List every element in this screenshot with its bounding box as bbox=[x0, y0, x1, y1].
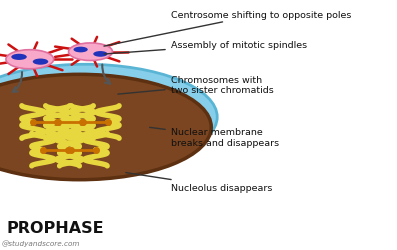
Text: Nuclear membrane
breaks and disappears: Nuclear membrane breaks and disappears bbox=[150, 128, 279, 147]
Ellipse shape bbox=[0, 76, 182, 149]
Ellipse shape bbox=[0, 75, 211, 180]
Ellipse shape bbox=[93, 52, 108, 58]
Ellipse shape bbox=[33, 59, 48, 66]
Text: Assembly of mitotic spindles: Assembly of mitotic spindles bbox=[104, 40, 307, 55]
Text: PROPHASE: PROPHASE bbox=[7, 220, 104, 235]
Ellipse shape bbox=[0, 65, 217, 170]
Ellipse shape bbox=[69, 44, 112, 61]
Ellipse shape bbox=[6, 50, 54, 70]
FancyArrowPatch shape bbox=[102, 65, 110, 84]
Ellipse shape bbox=[73, 48, 88, 53]
Text: @studyandscore.com: @studyandscore.com bbox=[2, 240, 81, 246]
Ellipse shape bbox=[11, 54, 27, 61]
Text: Chromosomes with
two sister chromatids: Chromosomes with two sister chromatids bbox=[118, 75, 274, 95]
FancyArrowPatch shape bbox=[12, 73, 22, 92]
Text: Centrosome shifting to opposite poles: Centrosome shifting to opposite poles bbox=[104, 10, 351, 47]
Text: Nucleolus disappears: Nucleolus disappears bbox=[126, 173, 272, 192]
